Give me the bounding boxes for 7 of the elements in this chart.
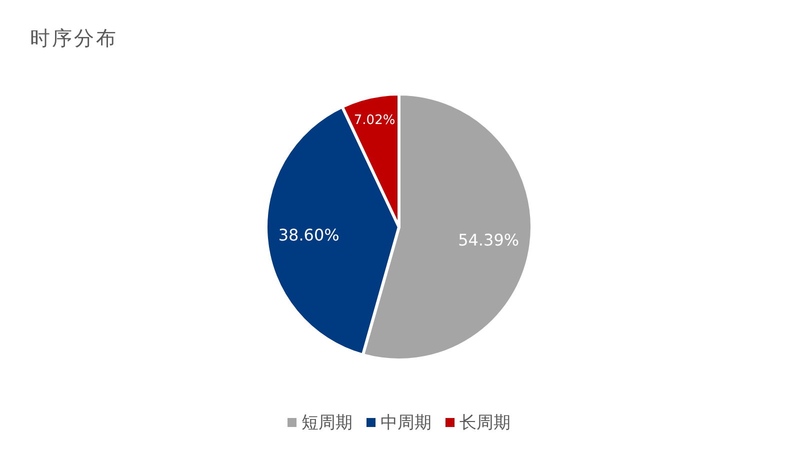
- data-label: 38.60%: [278, 225, 340, 244]
- data-label: 54.39%: [458, 230, 520, 250]
- legend-label: 长周期: [460, 413, 510, 433]
- legend-label: 中周期: [380, 413, 432, 433]
- data-label: 7.02%: [354, 112, 396, 128]
- text: 时序分布: [30, 26, 118, 50]
- legend-label: 短周期: [302, 413, 352, 433]
